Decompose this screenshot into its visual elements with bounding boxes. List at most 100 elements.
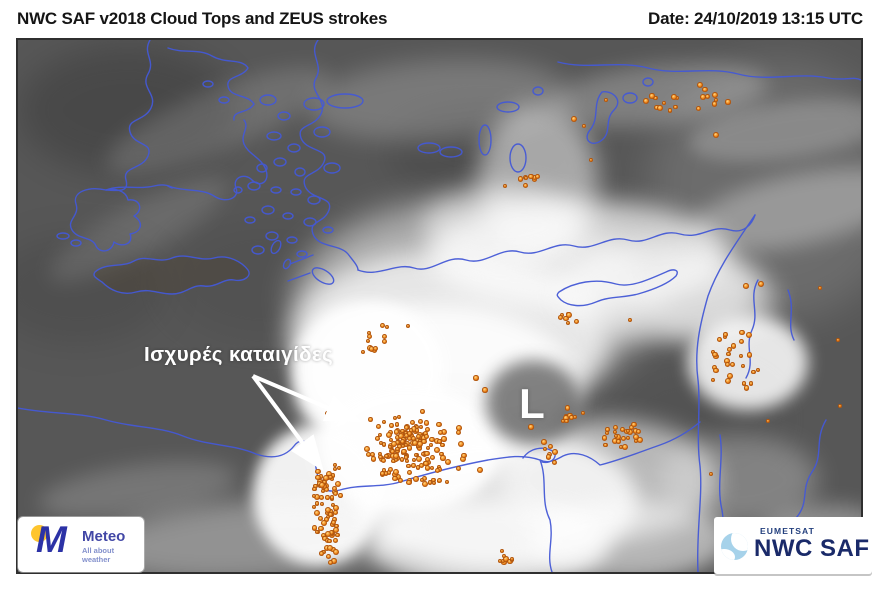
nwcsaf-label: NWC SAF [754,535,870,562]
lightning-stroke-dot [333,509,338,515]
lightning-stroke-dot [403,455,408,460]
lightning-stroke-dot [332,526,339,533]
lightning-stroke-dot [436,421,442,428]
lightning-stroke-dot [625,428,630,434]
lightning-stroke-dot [327,559,333,565]
lightning-stroke-dot [502,553,507,558]
lightning-stroke-dot [657,105,664,112]
meteo-logo[interactable]: M Meteo All about weather [18,517,144,572]
lightning-stroke-dot [569,415,574,420]
lightning-stroke-dot [552,459,558,465]
lightning-stroke-dot [403,424,409,430]
lightning-stroke-dot [604,431,609,436]
cloud-blob [422,185,582,265]
lightning-stroke-dot [603,97,609,103]
lightning-stroke-dot [605,427,610,432]
lightning-stroke-dot [561,418,566,423]
lightning-stroke-dot [542,446,547,451]
cloud-blob [18,45,238,175]
lightning-stroke-dot [746,352,753,358]
lightning-stroke-dot [333,491,339,497]
lightning-stroke-dot [313,483,318,489]
lightning-stroke-dot [746,332,753,339]
lightning-strokes-layer [18,40,861,572]
lightning-stroke-dot [601,434,608,441]
cloud-blob [18,235,168,345]
lightning-stroke-dot [426,445,431,450]
lightning-stroke-dot [738,338,745,345]
lightning-stroke-dot [837,403,843,409]
lightning-stroke-dot [406,445,413,451]
lightning-stroke-dot [649,93,655,99]
lightning-stroke-dot [319,495,324,500]
lightning-stroke-dot [370,456,377,462]
lightning-stroke-dot [461,452,467,459]
eumetsat-label: EUMETSAT [760,526,815,536]
lightning-stroke-dot [401,448,407,455]
lightning-stroke-dot [406,463,411,469]
lightning-stroke-dot [414,453,419,458]
lightning-stroke-dot [564,405,570,411]
lightning-stroke-dot [366,339,371,344]
lightning-stroke-dot [517,176,523,182]
lightning-stroke-dot [667,107,673,113]
lightning-stroke-dot [565,320,571,325]
lightning-stroke-dot [393,453,400,460]
lightning-stroke-dot [330,520,336,526]
lightning-stroke-dot [621,435,626,441]
lightning-stroke-dot [422,481,428,487]
lightning-stroke-dot [420,409,425,414]
lightning-stroke-dot [324,507,331,513]
lightning-stroke-dot [725,99,731,105]
lightning-stroke-dot [406,479,412,486]
lightning-stroke-dot [332,537,338,543]
lightning-stroke-dot [429,454,436,460]
lightning-stroke-dot [711,377,716,382]
satellite-map[interactable]: Ισχυρές καταιγίδες L [16,38,863,574]
lightning-stroke-dot [395,446,400,451]
low-pressure-marker: L [519,380,545,427]
meteo-monogram-icon: M [36,519,67,560]
lightning-stroke-dot [388,467,394,473]
lightning-stroke-dot [547,444,553,450]
lightning-stroke-dot [635,428,641,434]
lightning-stroke-dot [661,100,667,106]
lightning-stroke-dot [328,474,333,480]
lightning-stroke-dot [378,433,383,438]
lightning-stroke-dot [541,439,547,445]
lightning-stroke-dot [418,462,425,468]
lightning-stroke-dot [427,480,433,485]
lightning-stroke-dot [573,318,580,324]
lightning-stroke-dot [325,554,332,560]
lightning-stroke-dot [429,443,434,448]
lightning-stroke-dot [739,329,746,336]
lightning-stroke-dot [385,324,390,329]
lightning-stroke-dot [399,438,405,444]
lightning-stroke-dot [384,453,389,459]
lightning-stroke-dot [588,157,594,163]
lightning-stroke-dot [416,434,422,440]
lightning-stroke-dot [333,549,340,556]
lightning-stroke-dot [697,82,704,89]
lightning-stroke-dot [366,330,372,336]
lightning-stroke-dot [705,93,711,99]
meteo-sun-icon [31,525,48,542]
lightning-stroke-dot [440,455,446,461]
lightning-stroke-dot [500,549,505,554]
nwcsaf-logo[interactable]: EUMETSAT NWC SAF [714,517,872,574]
lightning-stroke-dot [497,559,502,564]
lightning-stroke-dot [318,550,324,556]
lightning-stroke-dot [334,480,341,487]
lightning-stroke-dot [713,97,719,103]
lightning-stroke-dot [566,312,572,318]
lightning-stroke-dot [377,451,383,457]
lightning-stroke-dot [415,455,422,462]
lightning-stroke-dot [696,105,702,112]
lightning-stroke-dot [314,510,320,517]
lightning-stroke-dot [558,314,564,321]
lightning-stroke-dot [315,501,320,506]
lightning-stroke-dot [383,471,388,476]
lightning-stroke-dot [420,478,425,483]
lightning-stroke-dot [699,93,706,100]
